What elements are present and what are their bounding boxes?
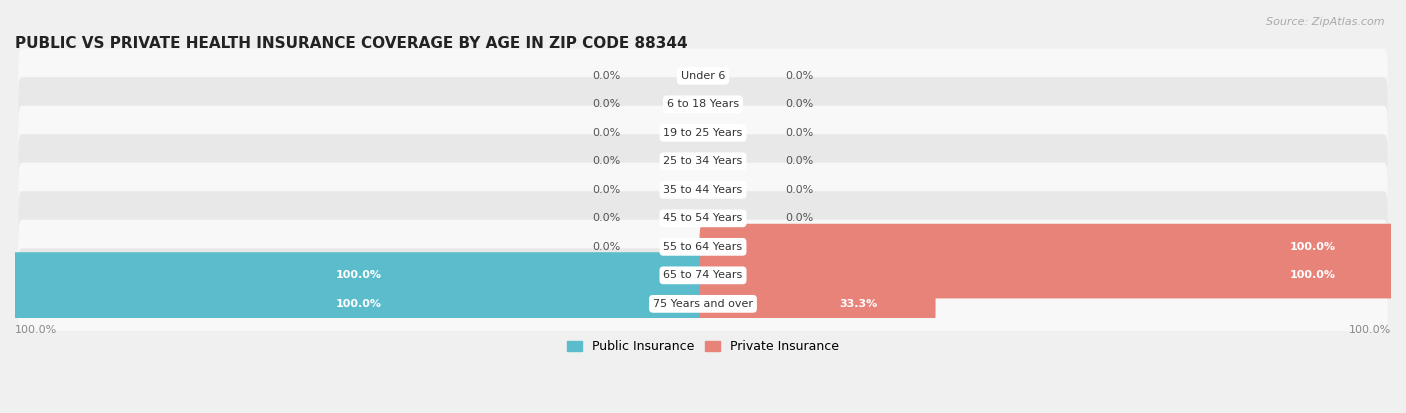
FancyBboxPatch shape [18, 191, 1388, 245]
Text: 0.0%: 0.0% [592, 128, 620, 138]
Legend: Public Insurance, Private Insurance: Public Insurance, Private Insurance [562, 335, 844, 358]
Text: 100.0%: 100.0% [15, 325, 58, 335]
Text: 100.0%: 100.0% [336, 271, 382, 280]
Text: 55 to 64 Years: 55 to 64 Years [664, 242, 742, 252]
FancyBboxPatch shape [18, 49, 1388, 103]
Text: 0.0%: 0.0% [786, 128, 814, 138]
Text: 0.0%: 0.0% [786, 185, 814, 195]
Text: 35 to 44 Years: 35 to 44 Years [664, 185, 742, 195]
FancyBboxPatch shape [18, 77, 1388, 131]
FancyBboxPatch shape [18, 277, 1388, 331]
Text: 100.0%: 100.0% [336, 299, 382, 309]
Text: Source: ZipAtlas.com: Source: ZipAtlas.com [1267, 17, 1385, 26]
Text: 33.3%: 33.3% [839, 299, 877, 309]
Text: 45 to 54 Years: 45 to 54 Years [664, 214, 742, 223]
FancyBboxPatch shape [700, 281, 935, 327]
Text: 65 to 74 Years: 65 to 74 Years [664, 271, 742, 280]
Text: 6 to 18 Years: 6 to 18 Years [666, 99, 740, 109]
Text: 0.0%: 0.0% [592, 185, 620, 195]
Text: 75 Years and over: 75 Years and over [652, 299, 754, 309]
Text: 0.0%: 0.0% [786, 156, 814, 166]
Text: 25 to 34 Years: 25 to 34 Years [664, 156, 742, 166]
FancyBboxPatch shape [700, 252, 1395, 299]
Text: 100.0%: 100.0% [1348, 325, 1391, 335]
Text: Under 6: Under 6 [681, 71, 725, 81]
FancyBboxPatch shape [18, 106, 1388, 160]
FancyBboxPatch shape [11, 281, 706, 327]
Text: 0.0%: 0.0% [592, 71, 620, 81]
Text: 0.0%: 0.0% [592, 99, 620, 109]
Text: 0.0%: 0.0% [786, 71, 814, 81]
FancyBboxPatch shape [18, 163, 1388, 217]
Text: 100.0%: 100.0% [1289, 271, 1336, 280]
Text: 0.0%: 0.0% [592, 214, 620, 223]
FancyBboxPatch shape [11, 252, 706, 299]
FancyBboxPatch shape [18, 220, 1388, 274]
Text: PUBLIC VS PRIVATE HEALTH INSURANCE COVERAGE BY AGE IN ZIP CODE 88344: PUBLIC VS PRIVATE HEALTH INSURANCE COVER… [15, 36, 688, 51]
FancyBboxPatch shape [700, 224, 1395, 270]
Text: 19 to 25 Years: 19 to 25 Years [664, 128, 742, 138]
Text: 0.0%: 0.0% [592, 156, 620, 166]
Text: 100.0%: 100.0% [1289, 242, 1336, 252]
FancyBboxPatch shape [18, 248, 1388, 302]
Text: 0.0%: 0.0% [786, 99, 814, 109]
FancyBboxPatch shape [18, 134, 1388, 188]
Text: 0.0%: 0.0% [786, 214, 814, 223]
Text: 0.0%: 0.0% [592, 242, 620, 252]
